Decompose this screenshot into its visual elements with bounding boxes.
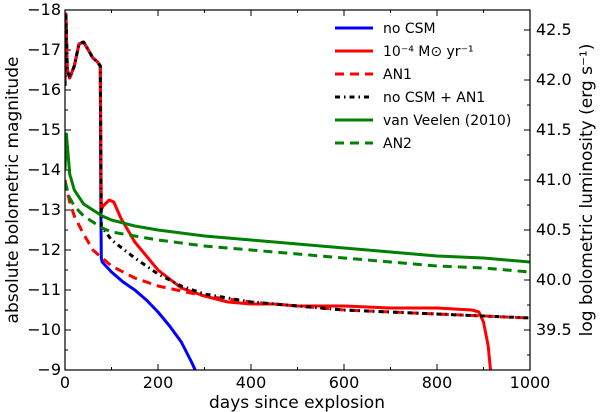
x-axis-title: days since explosion xyxy=(209,393,385,412)
tick-labels: 0 200 400 600 800 1000 −18 −17 −16 −15 −14 −13 −12 −1… xyxy=(27,0,571,392)
y-axis-title: absolute bolometric magnitude xyxy=(3,57,23,324)
x-tick-label: 800 xyxy=(422,373,453,392)
right-tick-label: 41.5 xyxy=(536,120,572,139)
y-tick-label: −9 xyxy=(37,360,61,379)
right-tick-label: 42.5 xyxy=(536,20,572,39)
series-line-4 xyxy=(65,12,530,320)
plot-frame xyxy=(64,9,531,371)
legend-label-5: van Veelen (2010) xyxy=(383,113,511,129)
legend-label-4: no CSM + AN1 xyxy=(383,90,485,106)
y-tick-label: −10 xyxy=(27,320,61,339)
y-tick-label: −15 xyxy=(27,120,61,139)
x-tick-label: 600 xyxy=(329,373,360,392)
legend-label-1: no CSM xyxy=(383,21,436,37)
legend: no CSM 10⁻⁴ M⊙ yr⁻¹ AN1 no CSM + AN1 van Vee… xyxy=(335,21,511,152)
right-tick-label: 39.5 xyxy=(536,320,572,339)
series-line-6 xyxy=(65,181,530,274)
series-line-2 xyxy=(65,12,492,370)
y-tick-label: −16 xyxy=(27,80,61,99)
x-tick-label: 400 xyxy=(236,373,267,392)
plot-series xyxy=(65,12,530,370)
series-line-1 xyxy=(65,12,197,370)
right-tick-label: 42.0 xyxy=(536,70,572,89)
y-tick-label: −17 xyxy=(27,40,61,59)
legend-label-6: AN2 xyxy=(383,136,412,152)
right-tick-label: 40.0 xyxy=(536,270,572,289)
y-tick-label: −18 xyxy=(27,0,61,19)
y-tick-label: −12 xyxy=(27,240,61,259)
series-line-3 xyxy=(65,179,530,320)
right-tick-label: 41.0 xyxy=(536,170,572,189)
y-tick-label: −14 xyxy=(27,160,61,179)
legend-label-3: AN1 xyxy=(383,67,412,83)
plot-area xyxy=(65,12,530,370)
y-tick-label: −13 xyxy=(27,200,61,219)
right-tick-label: 40.5 xyxy=(536,220,572,239)
x-tick-label: 1000 xyxy=(510,373,551,392)
x-tick-label: 0 xyxy=(60,373,70,392)
legend-label-2: 10⁻⁴ M⊙ yr⁻¹ xyxy=(383,44,474,60)
right-axis-title: log bolometric luminosity (erg s⁻¹) xyxy=(577,44,597,337)
series-line-5 xyxy=(65,132,530,264)
x-tick-label: 200 xyxy=(143,373,174,392)
y-tick-label: −11 xyxy=(27,280,61,299)
